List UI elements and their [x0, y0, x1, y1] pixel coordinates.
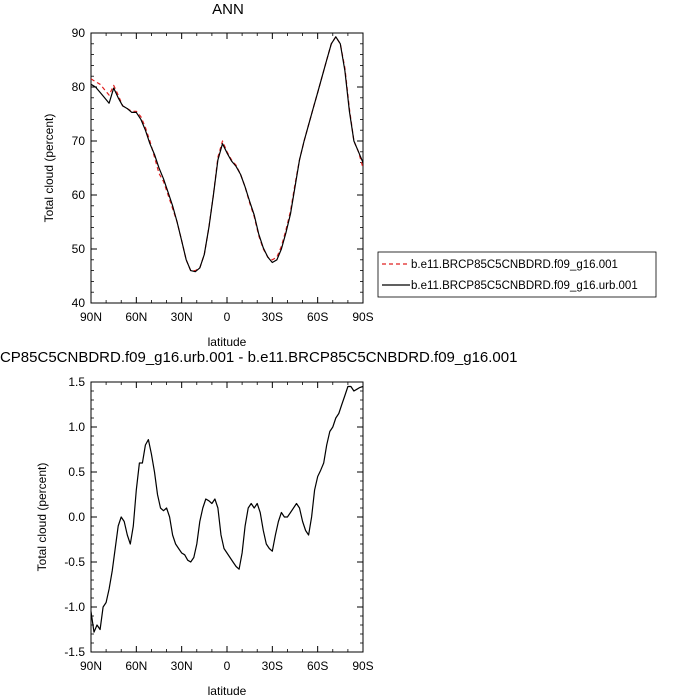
series-line-1: [90, 385, 364, 633]
legend-label-series-2: b.e11.BRCP85C5CNBDRD.f09_g16.urb.001: [411, 280, 638, 292]
legend: b.e11.BRCP85C5CNBDRD.f09_g16.001 b.e11.B…: [377, 251, 657, 298]
x-tick-label: 60S: [307, 310, 328, 324]
bottom-chart: b.e11.BRCP85C5CNBDRD.f09_g16.urb.001 - b…: [0, 349, 517, 698]
y-tick-label: 80: [72, 80, 86, 94]
bottom-plot-frame: [90, 381, 364, 653]
x-tick-label: 90N: [80, 659, 102, 673]
y-tick-label: 0.5: [68, 465, 85, 479]
x-tick-label: 90N: [80, 310, 102, 324]
x-tick-label: 90S: [352, 310, 373, 324]
y-tick-label: -1.0: [64, 600, 85, 614]
y-tick-label: 70: [72, 134, 86, 148]
top-series-lines: [90, 36, 364, 273]
y-tick-label: -0.5: [64, 555, 85, 569]
y-tick-label: -1.5: [64, 645, 85, 659]
y-tick-label: 0.0: [68, 510, 85, 524]
legend-label-series-1: b.e11.BRCP85C5CNBDRD.f09_g16.001: [411, 259, 618, 271]
top-chart: ANN 90N 60N 30N 0 30S 60S 90S 40 50 60 70 80 90 lati…: [42, 1, 374, 349]
x-tick-label: 60N: [125, 659, 147, 673]
series-line-2: [90, 36, 364, 273]
x-tick-label: 30N: [171, 310, 193, 324]
x-tick-label: 30N: [171, 659, 193, 673]
top-axes-ticks: 90N 60N 30N 0 30S 60S 90S 40 50 60 70 80 90: [72, 26, 374, 324]
bottom-x-axis-label: latitude: [208, 684, 247, 698]
x-tick-label: 0: [224, 310, 231, 324]
bottom-y-axis-label: Total cloud (percent): [35, 463, 49, 572]
x-tick-label: 30S: [262, 659, 283, 673]
top-plot-frame: [90, 32, 364, 304]
x-tick-label: 30S: [262, 310, 283, 324]
bottom-series-lines: [90, 385, 364, 633]
x-tick-label: 0: [224, 659, 231, 673]
y-tick-label: 60: [72, 188, 86, 202]
legend-box: [377, 251, 657, 298]
y-tick-label: 1.0: [68, 420, 85, 434]
top-x-axis-label: latitude: [208, 335, 247, 349]
x-tick-label: 60N: [125, 310, 147, 324]
y-tick-label: 1.5: [68, 375, 85, 389]
top-y-axis-label: Total cloud (percent): [42, 114, 56, 223]
y-tick-label: 50: [72, 242, 86, 256]
y-tick-label: 90: [72, 26, 86, 40]
bottom-axes-ticks: 90N 60N 30N 0 30S 60S 90S -1.5 -1.0 -0.5 0.0 0.5 1.0…: [64, 375, 373, 673]
x-tick-label: 60S: [307, 659, 328, 673]
y-tick-label: 40: [72, 296, 86, 310]
top-chart-title: ANN: [212, 1, 244, 18]
x-tick-label: 90S: [352, 659, 373, 673]
bottom-chart-title: b.e11.BRCP85C5CNBDRD.f09_g16.urb.001 - b…: [0, 349, 517, 366]
